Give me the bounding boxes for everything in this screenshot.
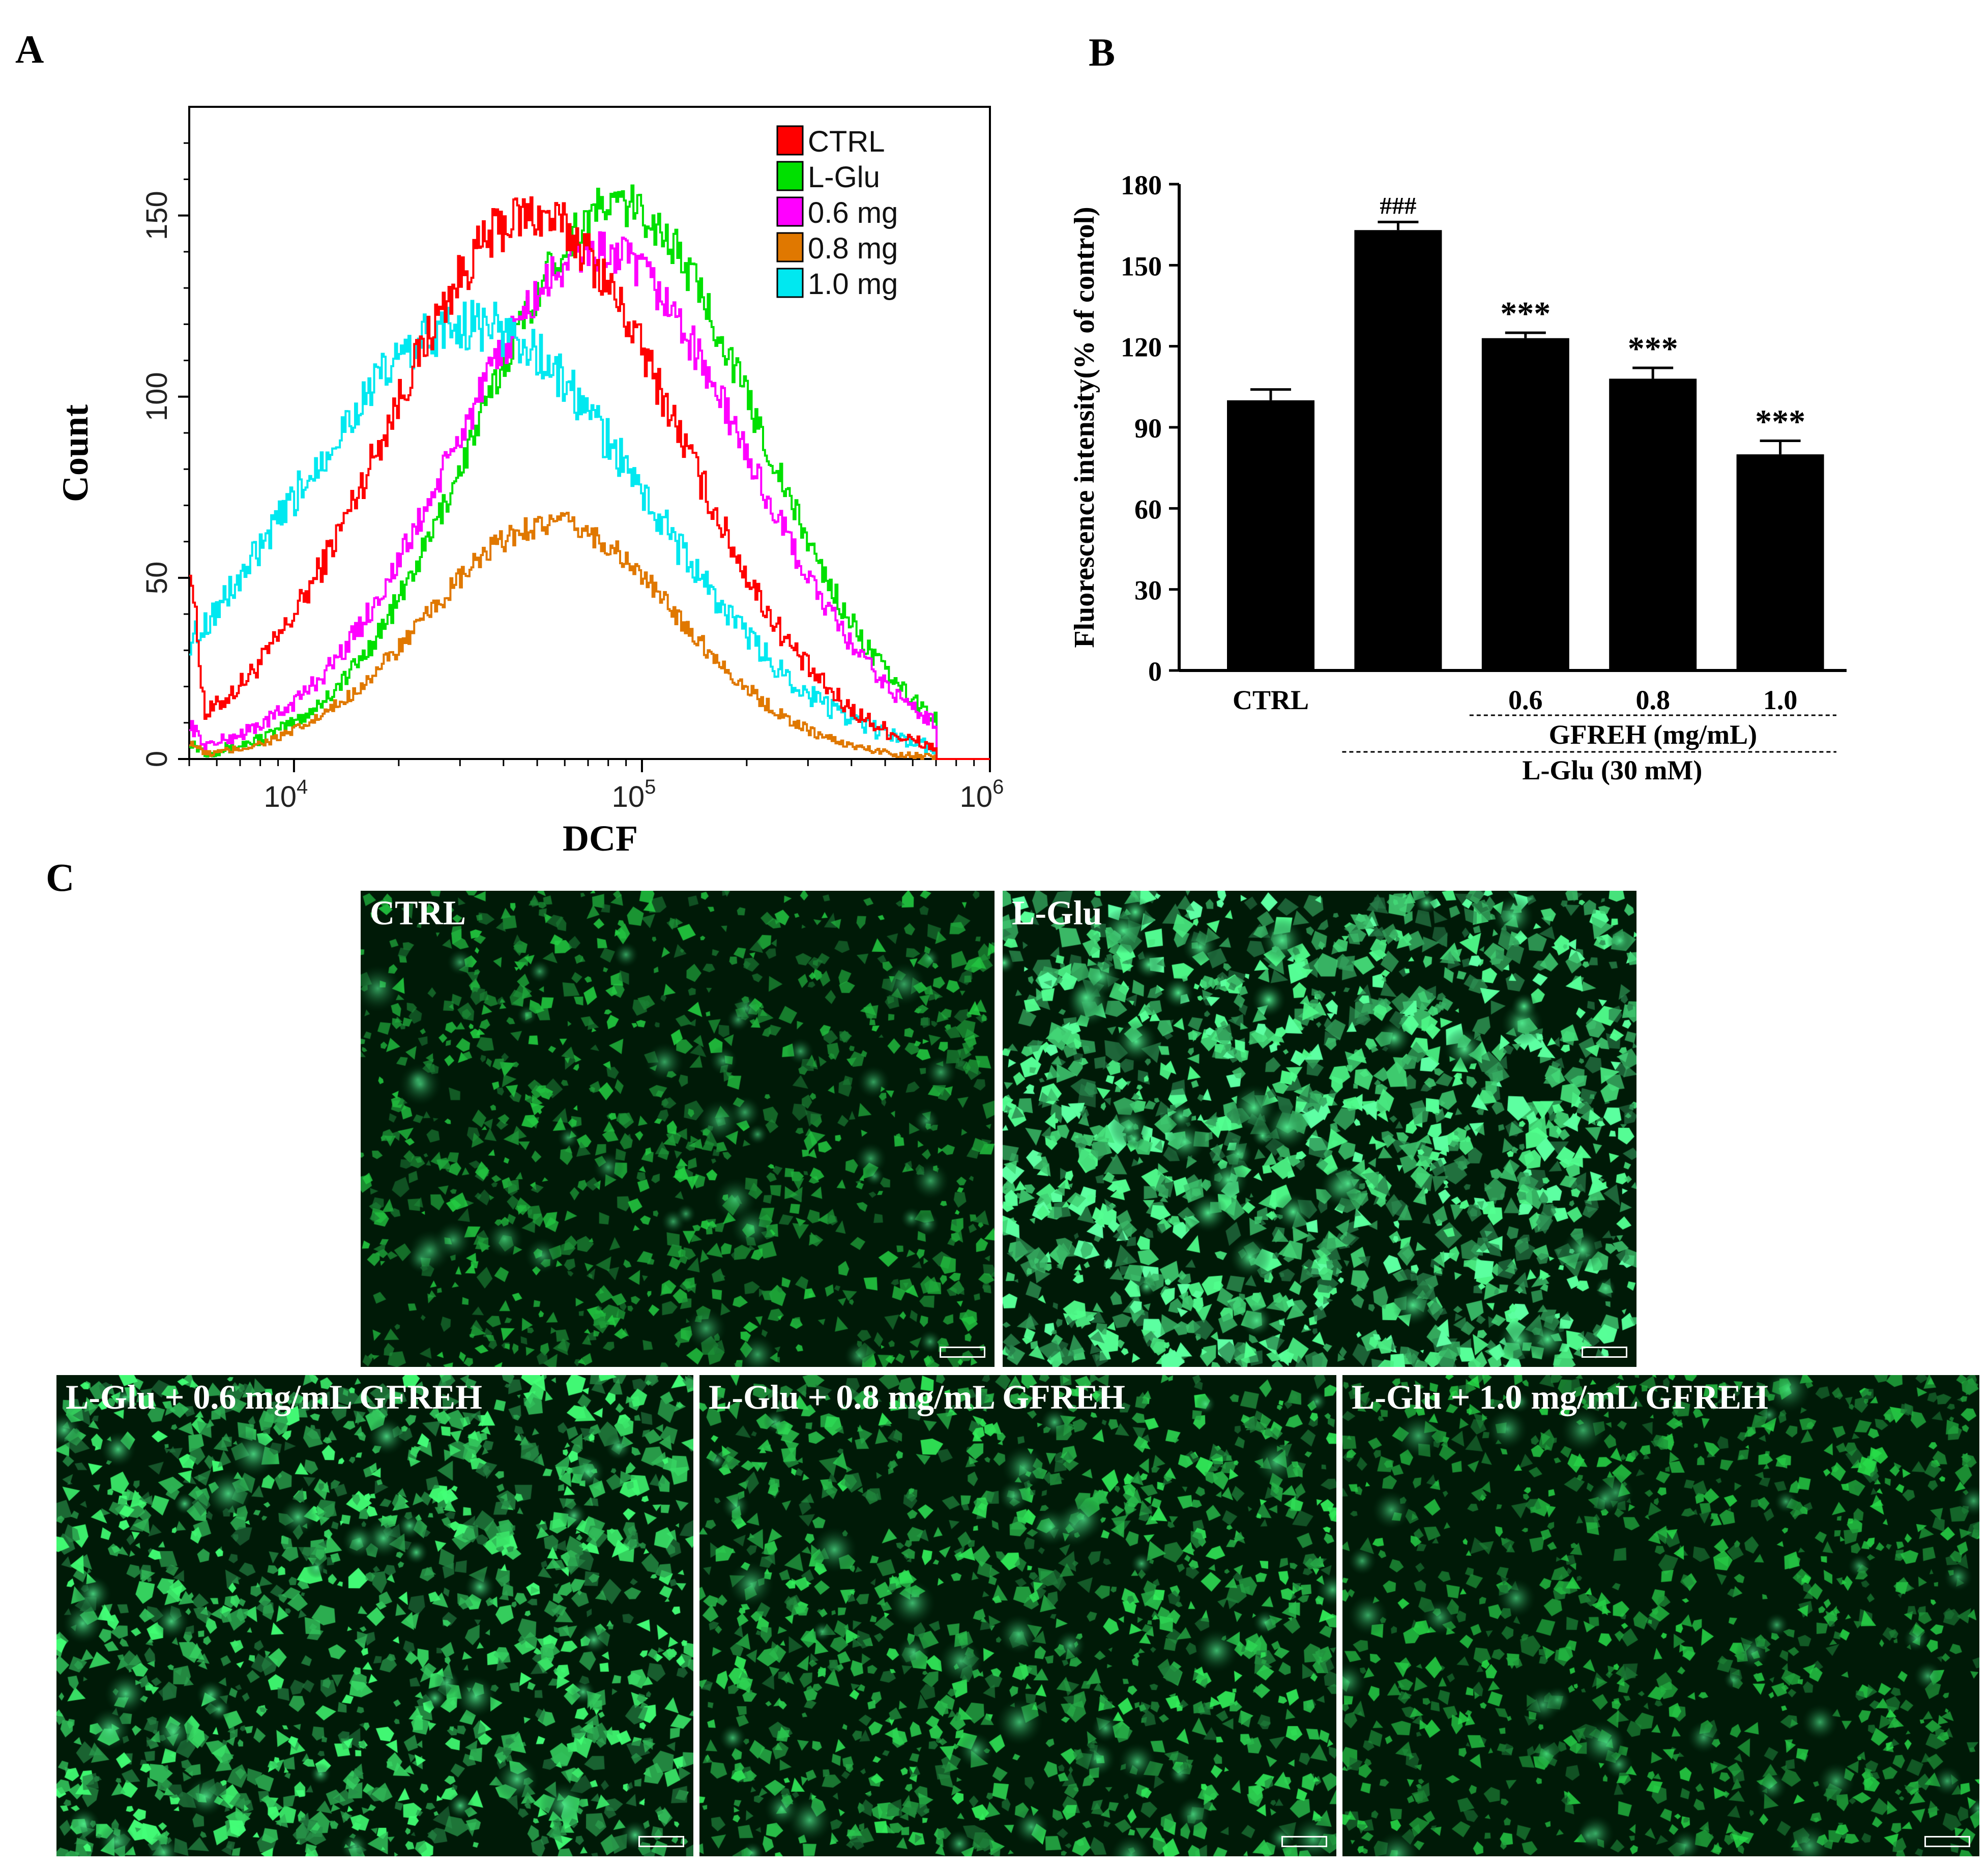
y-axis-title: Fluorescence intensity(% of control) <box>1069 207 1100 648</box>
y-tick-label: 0 <box>1148 656 1162 687</box>
category-label: 0.8 <box>1635 685 1670 715</box>
significance-label: *** <box>1755 403 1805 441</box>
micrograph-label: L-Glu <box>1012 893 1102 932</box>
cell-field <box>699 1375 1336 1856</box>
micrograph-lglu-0-6: L-Glu + 0.6 mg/mL GFREH <box>55 1374 695 1858</box>
legend-swatch <box>776 125 804 156</box>
legend-swatch <box>776 196 804 227</box>
y-tick-label: 180 <box>1121 170 1162 200</box>
scale-bar <box>1924 1836 1970 1847</box>
scale-bar <box>940 1347 985 1358</box>
legend-swatch <box>776 232 804 262</box>
cell-field <box>56 1375 693 1856</box>
x-tick-label: 104 <box>264 776 308 813</box>
scale-bar <box>1582 1347 1627 1358</box>
significance-label: *** <box>1628 330 1678 367</box>
legend-label: 0.8 mg <box>808 232 898 265</box>
micrograph-label: L-Glu + 0.8 mg/mL GFREH <box>709 1378 1125 1416</box>
legend-swatch <box>776 161 804 191</box>
y-tick-label: 30 <box>1134 575 1162 606</box>
y-tick-label: 90 <box>1134 413 1162 444</box>
bar <box>1736 454 1824 670</box>
legend-label: L-Glu <box>808 161 880 194</box>
bar <box>1609 378 1697 670</box>
group-label-lglu: L-Glu (30 mM) <box>1522 755 1702 785</box>
category-label: 1.0 <box>1763 685 1798 715</box>
x-axis-title: DCF <box>563 818 638 859</box>
series-line-3 <box>189 512 990 760</box>
x-tick-label: 106 <box>960 776 1004 813</box>
series-line-4 <box>189 300 990 760</box>
scale-bar <box>1281 1836 1327 1847</box>
micrograph-label: CTRL <box>370 893 466 932</box>
bar-chart: 0 30 60 90 120 150 180 Fluorescence intensity(%… <box>1069 170 1847 785</box>
legend-swatch <box>776 268 804 298</box>
bar <box>1354 230 1442 670</box>
panel-label-c: C <box>46 855 75 899</box>
category-label: CTRL <box>1233 685 1309 715</box>
micrograph-lglu-1-0: L-Glu + 1.0 mg/mL GFREH <box>1341 1374 1981 1858</box>
series-line-0 <box>189 196 990 760</box>
x-tick-label: 105 <box>612 776 656 813</box>
micrograph-lglu-0-8: L-Glu + 0.8 mg/mL GFREH <box>698 1374 1338 1858</box>
legend-label: CTRL <box>808 125 885 158</box>
bar <box>1481 338 1569 670</box>
y-tick-label: 120 <box>1121 332 1162 363</box>
category-label: 0.6 <box>1508 685 1543 715</box>
micrograph-label: L-Glu + 1.0 mg/mL GFREH <box>1352 1378 1768 1416</box>
legend-label: 1.0 mg <box>808 268 898 301</box>
group-label-gfreh: GFREH (mg/mL) <box>1549 719 1757 750</box>
y-tick-label: 0 <box>140 751 173 767</box>
cell-field <box>1003 891 1636 1367</box>
panel-label-a: A <box>15 27 44 71</box>
y-tick-label: 150 <box>1121 251 1162 281</box>
significance-label: *** <box>1500 295 1551 332</box>
panel-label-b: B <box>1089 30 1116 74</box>
y-tick-label: 150 <box>140 191 173 240</box>
bar <box>1227 400 1314 670</box>
cell-field <box>1342 1375 1979 1856</box>
y-tick-label: 100 <box>140 372 173 421</box>
legend-label: 0.6 mg <box>808 196 898 229</box>
y-axis-title: Count <box>55 404 96 502</box>
y-tick-label: 50 <box>140 562 173 595</box>
significance-label: ### <box>1380 192 1416 219</box>
scale-bar <box>638 1836 684 1847</box>
micrograph-ctrl: CTRL <box>359 889 996 1368</box>
micrograph-lglu: L-Glu <box>1001 889 1638 1368</box>
y-tick-label: 60 <box>1134 494 1162 524</box>
cell-field <box>361 891 995 1367</box>
micrograph-label: L-Glu + 0.6 mg/mL GFREH <box>66 1378 482 1416</box>
series-line-2 <box>189 231 990 760</box>
